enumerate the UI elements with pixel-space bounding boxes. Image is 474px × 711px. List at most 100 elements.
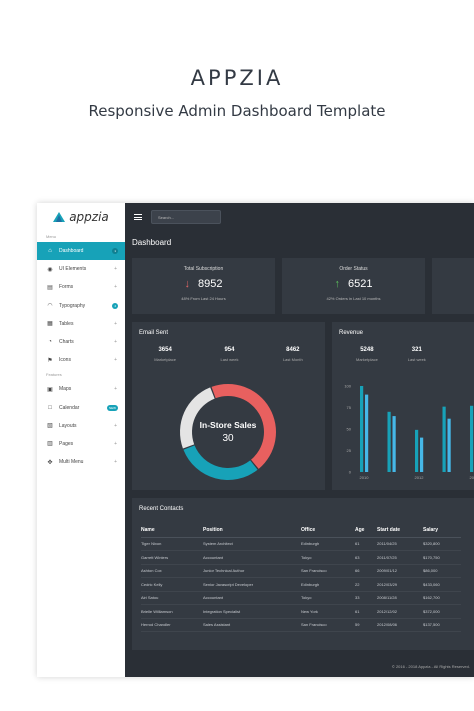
y-tick-label: 0 xyxy=(349,470,352,475)
email-card-title: Email Sent xyxy=(139,330,169,336)
sidebar-item-label: Charts xyxy=(59,339,74,346)
home-icon: ⌂ xyxy=(48,248,52,255)
donut-slice[interactable] xyxy=(211,384,277,469)
arrow-down-icon: ↓ xyxy=(184,278,191,290)
revenue-bar[interactable] xyxy=(365,394,369,472)
table-row: Tiger Nixon System Architect Edinburgh 61 20… xyxy=(141,537,461,551)
map-icon: ▣ xyxy=(47,386,53,393)
donut-center-label: In-Store Sales xyxy=(200,420,257,430)
donut-chart: In-Store Sales 30 xyxy=(180,384,277,480)
x-tick-label: 2010 xyxy=(360,475,370,480)
table-cell: Tokyo xyxy=(301,550,355,565)
donut-slice[interactable] xyxy=(180,387,215,449)
expand-icon: + xyxy=(114,440,117,447)
revenue-bar[interactable] xyxy=(447,418,451,472)
sidebar-item-layouts[interactable]: ▧ Layouts + xyxy=(37,417,125,435)
column-header[interactable]: Age xyxy=(355,524,377,538)
sidebar-item-label: Icons xyxy=(59,357,71,364)
wifi-icon: ◠ xyxy=(47,303,53,310)
mini-stat-value: 3654 xyxy=(158,347,172,353)
table-cell: 2008/11/28 xyxy=(377,591,423,605)
mini-stat-value: 5248 xyxy=(360,347,374,353)
share-icon: ✥ xyxy=(47,459,53,466)
table-cell: Brielle Williamson xyxy=(141,604,203,619)
column-header[interactable]: Office xyxy=(301,524,355,538)
column-header[interactable]: Name xyxy=(141,524,203,538)
expand-icon: + xyxy=(114,320,117,327)
sidebar-item-typography[interactable]: ◠ Typography 4 xyxy=(37,297,125,315)
table-cell: $320,800 xyxy=(423,537,461,551)
x-tick-label: 2014 xyxy=(470,475,474,480)
revenue-bar[interactable] xyxy=(392,416,396,472)
search-input[interactable] xyxy=(151,210,221,224)
menu-caption: Menu xyxy=(46,234,57,239)
page-title: Dashboard xyxy=(132,238,172,247)
table-cell: Junior Technical Author xyxy=(203,564,301,578)
sidebar-item-ui-elements[interactable]: ◉ UI Elements + xyxy=(37,260,125,278)
stat-value: 8952 xyxy=(198,278,223,290)
table-cell: Accountant xyxy=(203,591,301,605)
donut-slice[interactable] xyxy=(183,445,258,480)
table-row: Herrod Chandler Sales Assistant San Franci… xyxy=(141,618,461,632)
stat-footnote: 42% Orders in Last 10 months xyxy=(326,296,381,301)
table-cell: Edinburgh xyxy=(301,537,355,551)
sidebar-item-icons[interactable]: ⚑ Icons + xyxy=(37,351,125,369)
expand-icon: + xyxy=(114,284,117,291)
table-cell: $170,750 xyxy=(423,550,461,565)
table-cell: 2011/04/25 xyxy=(377,537,423,551)
sidebar: appzia Menu ⌂ Dashboard 1 ◉ UI Elements + ▤ For… xyxy=(37,203,125,677)
stat-footnote: 48% From Last 24 Hours xyxy=(181,296,226,301)
table-cell: 61 xyxy=(355,537,377,551)
expand-icon: + xyxy=(114,459,117,466)
email-stat-marketplace: 3654 Marketplace xyxy=(154,347,176,362)
mini-stat-label: Last week xyxy=(220,357,239,362)
email-sent-card: Email Sent 3654 Marketplace 954 Last wee… xyxy=(132,322,325,490)
revenue-bar[interactable] xyxy=(387,411,391,472)
expand-icon: + xyxy=(114,422,117,429)
email-stat-last-week: 954 Last week xyxy=(220,347,238,362)
nav-badge: 4 xyxy=(112,302,118,309)
mini-stat-label: Marketplace xyxy=(154,357,177,362)
table-cell: Integration Specialist xyxy=(203,604,301,619)
table-cell: 59 xyxy=(355,618,377,632)
hero-brand: APPZIA xyxy=(190,66,284,90)
sidebar-item-tables[interactable]: ▦ Tables + xyxy=(37,315,125,333)
pages-icon: ▥ xyxy=(47,441,53,448)
mini-stat-value: 954 xyxy=(224,347,235,353)
table-row: Cedric Kelly Senior Javascript Developer E… xyxy=(141,577,461,592)
sidebar-item-dashboard[interactable]: ⌂ Dashboard 1 xyxy=(37,242,125,261)
logo-icon xyxy=(53,212,66,222)
recent-contacts-card: Recent Contacts Name Position Office Age Sta… xyxy=(132,498,474,650)
menu-list: ⌂ Dashboard 1 ◉ UI Elements + ▤ Forms + ◠ Typograp… xyxy=(37,242,125,369)
menu-toggle-icon[interactable] xyxy=(134,214,142,220)
expand-icon: + xyxy=(114,266,117,273)
topbar xyxy=(125,203,474,231)
table-cell: Accountant xyxy=(203,550,301,565)
column-header[interactable]: Salary xyxy=(423,524,461,538)
revenue-bar[interactable] xyxy=(470,405,474,472)
revenue-bar[interactable] xyxy=(415,429,419,472)
table-cell: $372,000 xyxy=(423,604,461,619)
arrow-up-icon: ↑ xyxy=(334,278,341,290)
sidebar-item-multi-menu[interactable]: ✥ Multi Menu + xyxy=(37,453,125,471)
sidebar-item-calendar[interactable]: □ Calendar NEW xyxy=(37,399,125,417)
column-header[interactable]: Start date xyxy=(377,524,423,538)
sidebar-item-label: Multi Menu xyxy=(59,459,84,466)
flag-icon: ⚑ xyxy=(47,357,53,364)
y-tick-label: 25 xyxy=(347,448,352,453)
table-cell: 22 xyxy=(355,577,377,592)
revenue-bar[interactable] xyxy=(420,437,424,472)
circle-icon: ◉ xyxy=(47,266,53,273)
column-header[interactable]: Position xyxy=(203,524,301,538)
hero-subtitle: Responsive Admin Dashboard Template xyxy=(88,102,386,120)
sidebar-item-label: Layouts xyxy=(59,422,77,429)
footer: © 2016 - 2018 Appzia - All Rights Reserv… xyxy=(391,664,470,669)
sidebar-item-forms[interactable]: ▤ Forms + xyxy=(37,278,125,296)
revenue-bar[interactable] xyxy=(442,406,446,472)
revenue-bar[interactable] xyxy=(360,386,364,472)
sidebar-item-charts[interactable]: ◔ Charts + xyxy=(37,333,125,351)
sidebar-item-maps[interactable]: ▣ Maps + xyxy=(37,380,125,398)
table-cell: San Francisco xyxy=(301,618,355,632)
logo[interactable]: appzia xyxy=(37,203,125,231)
sidebar-item-pages[interactable]: ▥ Pages + xyxy=(37,435,125,453)
